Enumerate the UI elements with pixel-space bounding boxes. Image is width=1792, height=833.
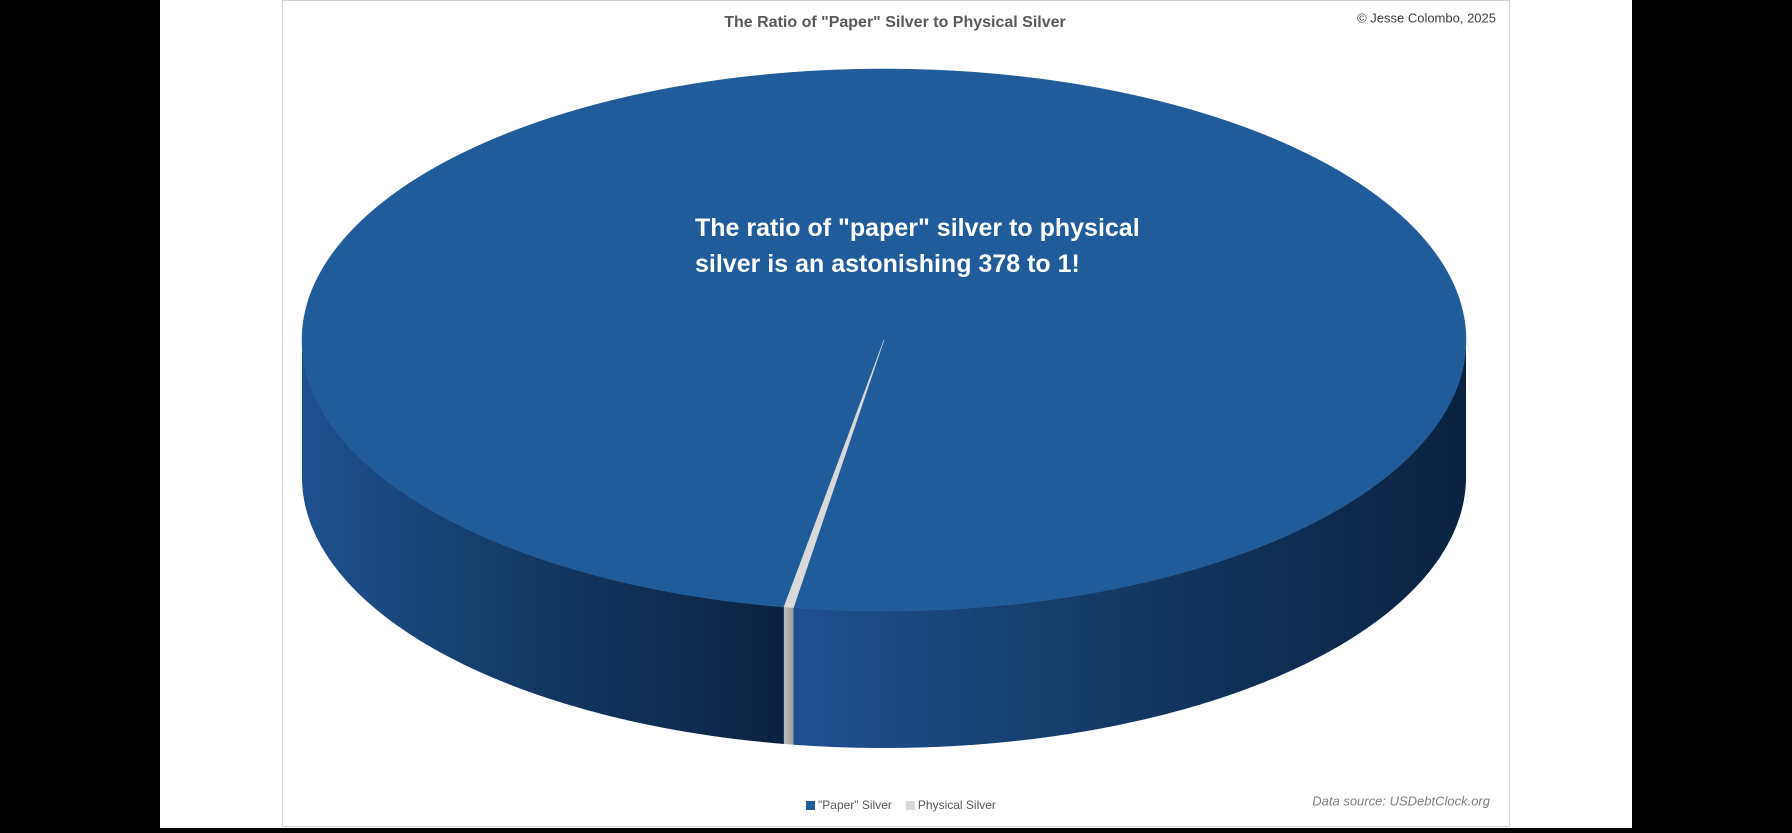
pie-side xyxy=(793,340,1466,748)
chart-frame xyxy=(282,0,1510,827)
pie-side xyxy=(783,606,794,745)
chart-title: The Ratio of "Paper" Silver to Physical … xyxy=(724,14,1066,31)
pie xyxy=(301,68,1467,748)
source: Data source: USDebtClock.org xyxy=(1312,793,1491,808)
pie-slice xyxy=(783,339,885,608)
legend-swatch xyxy=(806,801,815,810)
legend: "Paper" Silver Physical Silver xyxy=(806,798,996,812)
pie-side xyxy=(302,340,784,744)
credit: © Jesse Colombo, 2025 xyxy=(1357,10,1496,25)
legend-swatch xyxy=(905,801,915,810)
legend-label: Physical Silver xyxy=(918,798,996,812)
annotation: The ratio of "paper" silver to physical … xyxy=(695,214,1140,278)
legend-label: "Paper" Silver xyxy=(818,798,892,812)
